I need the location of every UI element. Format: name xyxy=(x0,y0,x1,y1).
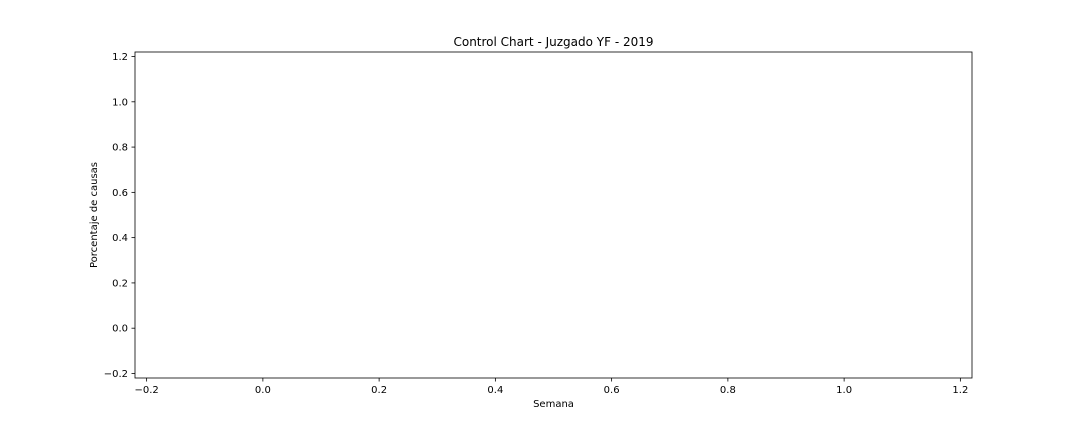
y-tick-label: 0.4 xyxy=(112,233,128,244)
y-tick-label: 0.8 xyxy=(112,143,128,154)
y-axis-label: Porcentaje de causas xyxy=(89,162,100,268)
x-tick-label: 1.0 xyxy=(836,385,852,396)
y-tick-label: −0.2 xyxy=(104,369,128,380)
x-tick-label: 0.0 xyxy=(255,385,271,396)
plot-area xyxy=(134,51,973,379)
x-axis-label: Semana xyxy=(533,399,574,410)
y-tick-label: 0.0 xyxy=(112,324,128,335)
y-axis: −0.2 0.0 0.2 0.4 0.6 0.8 1.0 1.2 xyxy=(104,52,135,380)
plot-frame xyxy=(134,51,973,379)
y-tick-label: 1.2 xyxy=(112,52,128,63)
y-tick-label: 1.0 xyxy=(112,97,128,108)
chart-title: Control Chart - Juzgado YF - 2019 xyxy=(453,35,653,49)
x-axis: −0.2 0.0 0.2 0.4 0.6 0.8 1.0 1.2 xyxy=(134,378,968,396)
y-tick-label: 0.6 xyxy=(112,188,128,199)
x-tick-label: 1.2 xyxy=(952,385,968,396)
x-tick-label: 0.8 xyxy=(720,385,736,396)
x-tick-label: 0.6 xyxy=(604,385,620,396)
x-tick-label: −0.2 xyxy=(134,385,158,396)
x-tick-label: 0.2 xyxy=(371,385,387,396)
x-tick-label: 0.4 xyxy=(487,385,503,396)
y-tick-label: 0.2 xyxy=(112,278,128,289)
